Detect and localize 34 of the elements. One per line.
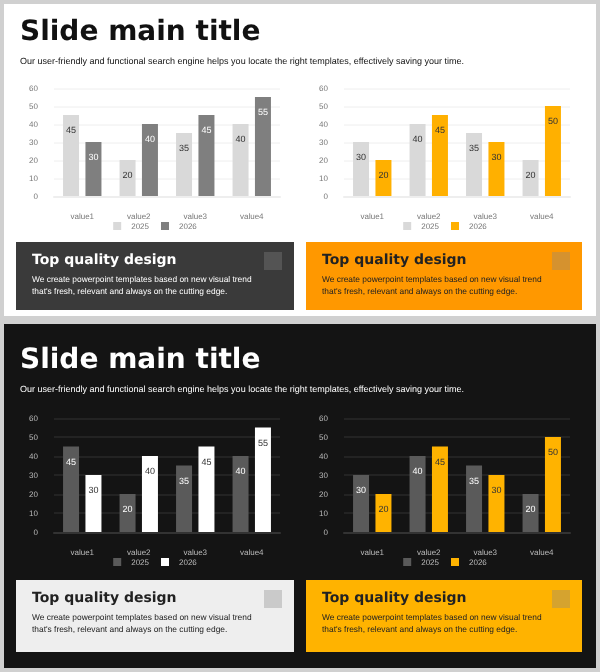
bar	[353, 142, 370, 196]
bar	[176, 133, 193, 196]
bar	[176, 465, 193, 532]
bar	[409, 124, 426, 196]
text: Slide main title	[20, 16, 263, 48]
bar	[119, 160, 136, 196]
bar	[141, 124, 158, 196]
bar	[85, 142, 102, 196]
bar	[119, 494, 136, 532]
bar	[522, 494, 539, 532]
bar	[544, 437, 561, 532]
bar	[353, 475, 370, 532]
bar	[85, 475, 102, 532]
bar	[375, 494, 392, 532]
bar	[466, 465, 483, 532]
bar	[198, 446, 215, 532]
bar	[63, 446, 80, 532]
bar	[375, 160, 392, 196]
bar	[141, 456, 158, 532]
bar	[488, 475, 505, 532]
bar	[63, 115, 80, 196]
bar	[254, 97, 271, 196]
text: Slide main title	[20, 344, 263, 376]
bar	[409, 456, 426, 532]
bar	[466, 133, 483, 196]
bar	[431, 446, 448, 532]
bar	[544, 106, 561, 196]
bar	[232, 124, 249, 196]
bar	[522, 160, 539, 196]
bar	[232, 456, 249, 532]
bar	[431, 115, 448, 196]
bar	[254, 427, 271, 532]
bar	[488, 142, 505, 196]
bar	[198, 115, 215, 196]
